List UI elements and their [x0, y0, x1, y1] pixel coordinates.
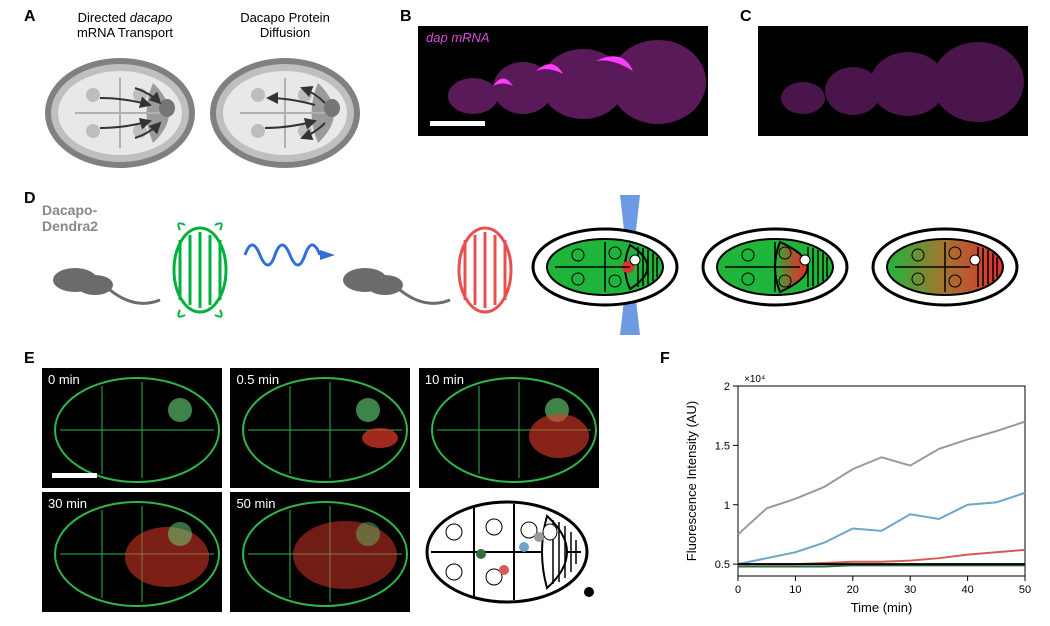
panel-label-b: B: [400, 8, 412, 26]
svg-text:0.5: 0.5: [715, 559, 730, 571]
panel-a-title-right: Dacapo Protein Diffusion: [210, 10, 360, 40]
panel-label-d: D: [24, 190, 36, 208]
panel-label-a: A: [24, 8, 36, 26]
title-left-2: mRNA Transport: [77, 25, 173, 40]
figure-root: A Directed dacapo mRNA Transport Dacapo …: [0, 0, 1050, 626]
egg-diagram-2: [703, 229, 847, 305]
panel-b-scalebar: [430, 121, 485, 126]
tp-3: 30 min: [48, 496, 87, 511]
panel-c-image: [758, 26, 1028, 136]
panel-e-img-3: 30 min: [42, 492, 222, 612]
tp-1: 0.5 min: [236, 372, 279, 387]
panel-e-img-1: 0.5 min: [230, 368, 410, 488]
svg-text:20: 20: [847, 584, 859, 596]
panel-e-scalebar: [52, 473, 97, 478]
egg-diagram-3: [873, 229, 1017, 305]
svg-text:1.5: 1.5: [715, 440, 730, 452]
svg-text:1: 1: [724, 500, 730, 512]
title-right-1: Dacapo Protein: [240, 10, 330, 25]
svg-text:40: 40: [961, 584, 973, 596]
tp-4: 50 min: [236, 496, 275, 511]
title-right-2: Diffusion: [260, 25, 310, 40]
panel-e-img-0: 0 min: [42, 368, 222, 488]
svg-text:2: 2: [724, 381, 730, 393]
panel-a-diagram: [40, 48, 370, 178]
panel-a-title-left: Directed dacapo mRNA Transport: [50, 10, 200, 40]
panel-label-e: E: [24, 350, 35, 368]
panel-e-img-2: 10 min: [419, 368, 599, 488]
tp-0: 0 min: [48, 372, 80, 387]
panel-d-diagram: [40, 195, 1030, 335]
title-left-italic: dacapo: [130, 10, 173, 25]
panel-label-c: C: [740, 8, 752, 26]
svg-text:30: 30: [904, 584, 916, 596]
tp-2: 10 min: [425, 372, 464, 387]
panel-e-img-4: 50 min: [230, 492, 410, 612]
title-left-1: Directed: [78, 10, 126, 25]
svg-text:0: 0: [735, 584, 741, 596]
svg-text:Fluorescence Intensity (AU): Fluorescence Intensity (AU): [684, 401, 699, 561]
egg-diagram-1: [533, 229, 677, 305]
svg-text:Time (min): Time (min): [851, 600, 913, 615]
panel-label-f: F: [660, 350, 670, 368]
svg-text:10: 10: [789, 584, 801, 596]
svg-text:×10⁴: ×10⁴: [744, 374, 765, 385]
panel-b-image: dap mRNA: [418, 26, 708, 136]
svg-text:50: 50: [1019, 584, 1031, 596]
panel-e-schematic: [419, 492, 599, 612]
panel-f-chart: 0 10 20 30 40 50 0.5 1 1.5 2 ×10⁴ Time (min) Fluores…: [680, 368, 1035, 618]
panel-e-grid: 0 min 0.5 min 10 min: [42, 368, 599, 612]
